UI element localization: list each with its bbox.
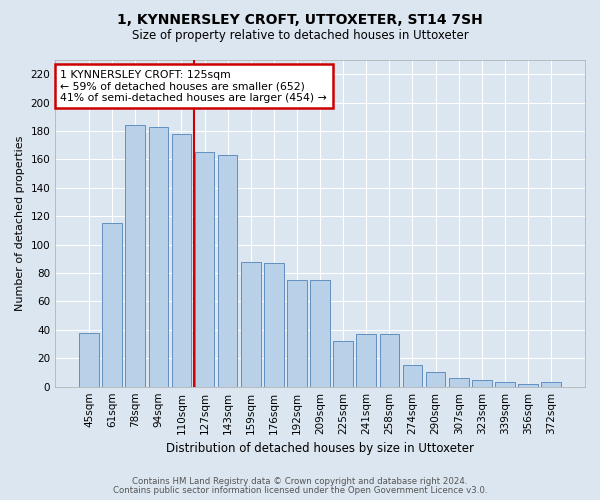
Text: 1 KYNNERSLEY CROFT: 125sqm
← 59% of detached houses are smaller (652)
41% of sem: 1 KYNNERSLEY CROFT: 125sqm ← 59% of deta…: [61, 70, 327, 103]
Bar: [125, 126, 145, 386]
Bar: [541, 382, 561, 386]
Text: Contains HM Land Registry data © Crown copyright and database right 2024.: Contains HM Land Registry data © Crown c…: [132, 477, 468, 486]
Bar: [103, 224, 122, 386]
Bar: [310, 280, 330, 386]
Bar: [380, 334, 399, 386]
Bar: [449, 378, 469, 386]
Bar: [264, 263, 284, 386]
Bar: [241, 262, 260, 386]
Bar: [356, 334, 376, 386]
Y-axis label: Number of detached properties: Number of detached properties: [15, 136, 25, 311]
Bar: [149, 127, 168, 386]
Bar: [287, 280, 307, 386]
Bar: [79, 332, 99, 386]
Text: Size of property relative to detached houses in Uttoxeter: Size of property relative to detached ho…: [131, 29, 469, 42]
Bar: [172, 134, 191, 386]
Bar: [426, 372, 445, 386]
X-axis label: Distribution of detached houses by size in Uttoxeter: Distribution of detached houses by size …: [166, 442, 474, 455]
Bar: [195, 152, 214, 386]
Text: Contains public sector information licensed under the Open Government Licence v3: Contains public sector information licen…: [113, 486, 487, 495]
Bar: [403, 366, 422, 386]
Bar: [495, 382, 515, 386]
Text: 1, KYNNERSLEY CROFT, UTTOXETER, ST14 7SH: 1, KYNNERSLEY CROFT, UTTOXETER, ST14 7SH: [117, 12, 483, 26]
Bar: [472, 380, 491, 386]
Bar: [218, 155, 238, 386]
Bar: [334, 341, 353, 386]
Bar: [518, 384, 538, 386]
